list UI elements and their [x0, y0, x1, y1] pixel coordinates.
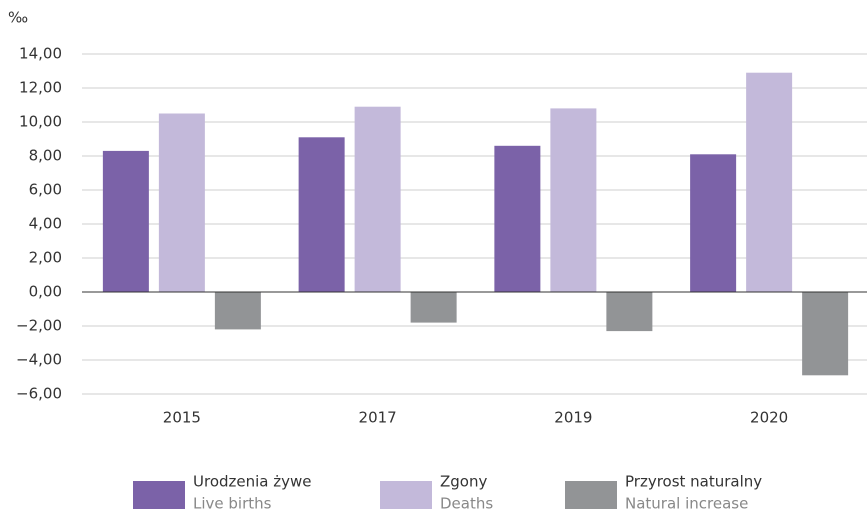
legend-swatch — [380, 481, 432, 509]
x-tick-label: 2015 — [163, 409, 201, 427]
bar — [494, 145, 541, 292]
legend-label-en: Live births — [193, 495, 272, 513]
y-tick-label: −4,00 — [16, 351, 62, 369]
legend-label: Przyrost naturalny — [625, 473, 762, 491]
x-tick-label: 2019 — [554, 409, 592, 427]
bar — [690, 154, 737, 292]
bar — [746, 72, 793, 292]
y-tick-label: 4,00 — [29, 215, 62, 233]
bar — [550, 108, 597, 293]
y-tick-label: 0,00 — [29, 283, 62, 301]
legend-swatch — [565, 481, 617, 509]
legend-label: Zgony — [440, 473, 487, 491]
bar — [802, 292, 849, 376]
legend-swatch — [133, 481, 185, 509]
bar — [158, 113, 205, 292]
bar — [298, 137, 345, 292]
y-tick-label: 8,00 — [29, 147, 62, 165]
x-tick-label: 2017 — [359, 409, 397, 427]
bar — [606, 292, 653, 332]
legend-label-en: Natural increase — [625, 495, 748, 513]
y-tick-label: 2,00 — [29, 249, 62, 267]
y-tick-label: 6,00 — [29, 181, 62, 199]
x-tick-label: 2020 — [750, 409, 788, 427]
y-tick-label: 10,00 — [19, 113, 62, 131]
bar — [102, 150, 149, 292]
y-tick-label: 14,00 — [19, 45, 62, 63]
y-axis-label: ‰ — [8, 9, 28, 27]
y-tick-label: −6,00 — [16, 385, 62, 403]
y-tick-label: 12,00 — [19, 79, 62, 97]
legend-label: Urodzenia żywe — [193, 473, 312, 491]
y-tick-label: −2,00 — [16, 317, 62, 335]
bar — [354, 106, 401, 292]
legend-label-en: Deaths — [440, 495, 493, 513]
bar — [410, 292, 457, 323]
bar — [214, 292, 261, 330]
